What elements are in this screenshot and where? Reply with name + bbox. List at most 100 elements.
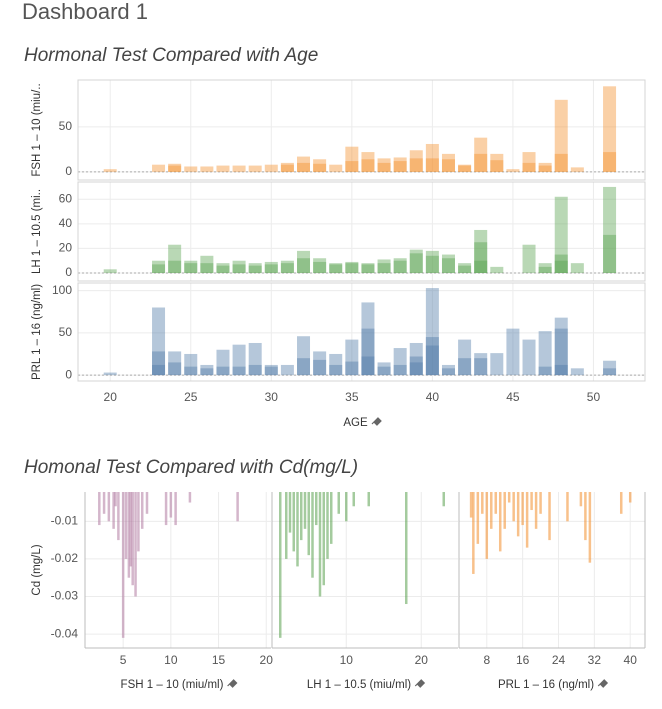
- bar: [152, 364, 166, 376]
- x-axis-title: FSH 1 – 10 (miu/ml): [121, 679, 224, 691]
- x-tick-label: 45: [506, 390, 520, 404]
- bar: [472, 492, 475, 574]
- bar: [474, 242, 488, 274]
- bar: [554, 196, 568, 274]
- bar: [313, 359, 327, 376]
- x-axis-title: AGE: [343, 417, 368, 429]
- bar: [485, 492, 489, 559]
- bar: [503, 492, 506, 529]
- bar: [490, 153, 504, 172]
- bar: [409, 158, 423, 172]
- bar: [248, 165, 262, 172]
- panel-frame: [77, 79, 646, 181]
- bar: [326, 492, 329, 559]
- bar: [425, 158, 439, 172]
- bar: [409, 356, 423, 376]
- bar: [361, 328, 375, 376]
- bar: [345, 161, 359, 172]
- bar: [216, 349, 230, 376]
- bar: [377, 263, 391, 274]
- bar: [393, 348, 407, 376]
- bar: [409, 342, 423, 376]
- bar: [554, 153, 568, 172]
- bar: [538, 366, 552, 376]
- bar: [169, 492, 173, 518]
- bar: [548, 492, 551, 541]
- bar: [168, 351, 182, 376]
- bar: [458, 165, 472, 172]
- bar: [521, 492, 524, 526]
- bar: [538, 263, 552, 274]
- bar: [152, 260, 166, 274]
- bar: [393, 260, 407, 274]
- bar: [512, 492, 515, 522]
- bar: [236, 492, 239, 522]
- bar: [168, 165, 182, 172]
- bar: [522, 152, 536, 172]
- bar: [539, 492, 542, 514]
- bar: [330, 492, 333, 544]
- bar: [458, 164, 472, 172]
- bar: [554, 99, 568, 172]
- bar: [200, 166, 214, 172]
- x-tick-label: 10: [340, 653, 354, 667]
- bar: [409, 150, 423, 172]
- bar: [329, 364, 343, 376]
- bar: [329, 263, 343, 274]
- x-tick-label: 15: [212, 653, 226, 667]
- x-tick-label: 32: [588, 653, 602, 667]
- x-tick-label: 35: [345, 390, 359, 404]
- bar: [441, 364, 455, 376]
- bar: [296, 492, 299, 567]
- bar: [458, 339, 472, 376]
- bar: [297, 258, 311, 274]
- bar: [322, 492, 325, 586]
- bar: [134, 492, 137, 597]
- bar: [107, 492, 111, 522]
- bar: [377, 162, 391, 172]
- bar: [476, 492, 480, 544]
- bar: [566, 492, 569, 522]
- bar: [137, 492, 140, 552]
- bar: [522, 162, 536, 172]
- x-tick-label: 25: [184, 390, 198, 404]
- bar: [522, 339, 536, 376]
- bar: [280, 164, 294, 172]
- bar: [168, 260, 182, 274]
- bar: [345, 261, 359, 274]
- bar: [603, 368, 617, 376]
- bar: [570, 368, 584, 376]
- y-axis-title: FSH 1 – 10 (miu/..: [31, 83, 43, 176]
- bar: [248, 342, 262, 376]
- bar: [168, 244, 182, 274]
- bar: [490, 160, 504, 172]
- bar: [279, 492, 282, 638]
- bar: [131, 492, 134, 586]
- x-tick-label: 16: [516, 653, 530, 667]
- bar: [313, 159, 327, 172]
- bar: [329, 264, 343, 274]
- chart-title: Hormonal Test Compared with Age: [24, 45, 318, 66]
- bar: [469, 492, 473, 518]
- bar: [103, 269, 117, 274]
- bar: [292, 492, 295, 552]
- bar: [534, 492, 538, 529]
- bar: [425, 143, 439, 172]
- x-tick-label: 20: [415, 653, 429, 667]
- y-tick-label: 0: [65, 367, 72, 381]
- x-tick-label: 10: [164, 653, 178, 667]
- y-tick-label: 0: [65, 265, 72, 279]
- bar: [628, 492, 632, 503]
- pin-icon: [414, 679, 426, 688]
- bar: [441, 258, 455, 274]
- bar: [361, 152, 375, 172]
- x-tick-label: 8: [483, 653, 490, 667]
- bar: [232, 165, 246, 172]
- bar: [538, 266, 552, 274]
- bar: [474, 358, 488, 376]
- y-tick-label: 50: [59, 325, 73, 339]
- bar: [441, 159, 455, 172]
- y-tick-label: 20: [59, 241, 73, 255]
- bar: [248, 265, 262, 274]
